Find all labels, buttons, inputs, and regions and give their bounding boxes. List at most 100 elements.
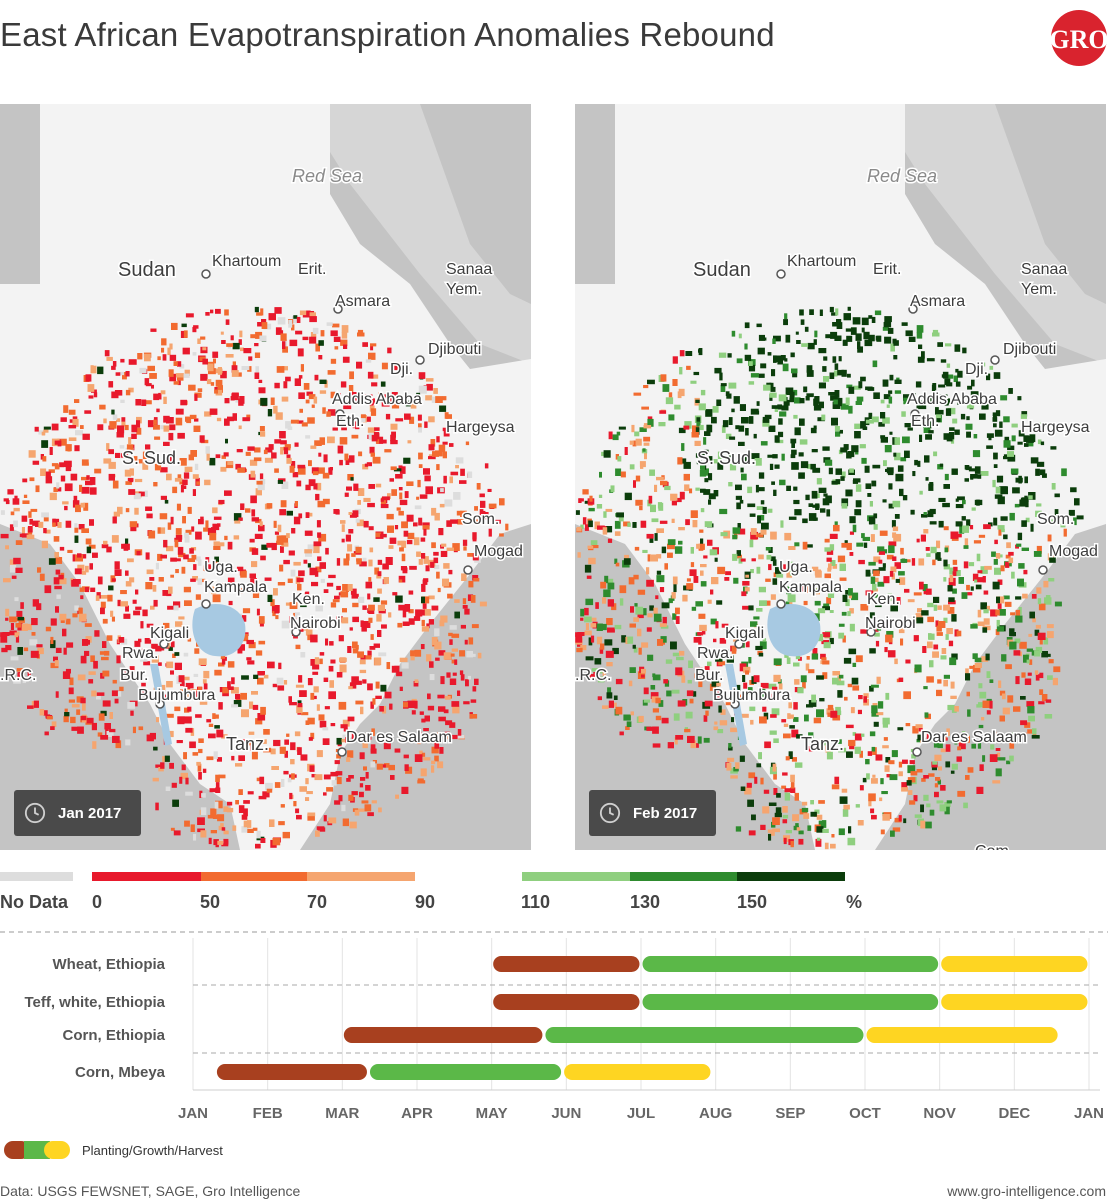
stage-bar-growth[interactable]	[642, 956, 939, 972]
stage-bar-growth[interactable]	[369, 1064, 562, 1080]
date-badge[interactable]: Jan 2017	[14, 790, 141, 836]
anomaly-pixel	[203, 527, 209, 532]
anomaly-pixel	[856, 396, 864, 402]
anomaly-pixel	[794, 397, 801, 404]
stage-bar-harvest[interactable]	[941, 994, 1088, 1010]
legend-no-data-label: No Data	[0, 892, 69, 912]
stage-bar-planting[interactable]	[493, 956, 640, 972]
anomaly-pixel	[276, 535, 283, 542]
anomaly-pixel	[200, 830, 207, 838]
anomaly-pixel	[48, 469, 55, 473]
anomaly-pixel	[449, 625, 457, 630]
anomaly-pixel	[158, 767, 164, 772]
anomaly-pixel	[198, 658, 207, 666]
anomaly-pixel	[273, 520, 277, 528]
anomaly-pixel	[832, 356, 837, 363]
anomaly-pixel	[706, 424, 713, 433]
anomaly-pixel	[5, 500, 10, 505]
anomaly-pixel	[693, 371, 700, 376]
anomaly-pixel	[599, 471, 602, 478]
map-label: Nairobi	[865, 615, 916, 632]
stage-bar-harvest[interactable]	[564, 1064, 711, 1080]
anomaly-pixel	[10, 656, 19, 661]
anomaly-pixel	[298, 513, 303, 519]
anomaly-pixel	[624, 492, 632, 501]
anomaly-pixel	[254, 533, 263, 539]
anomaly-pixel	[838, 674, 844, 679]
anomaly-pixel	[872, 464, 881, 469]
anomaly-pixel	[815, 570, 822, 578]
anomaly-pixel	[756, 566, 761, 574]
anomaly-pixel	[771, 369, 776, 377]
anomaly-pixel	[693, 637, 700, 643]
anomaly-pixel	[851, 677, 859, 685]
anomaly-pixel	[162, 590, 170, 596]
anomaly-pixel	[92, 552, 98, 558]
city-marker	[866, 627, 876, 637]
anomaly-pixel	[55, 606, 59, 613]
stage-bar-harvest[interactable]	[941, 956, 1088, 972]
anomaly-pixel	[703, 489, 711, 495]
anomaly-pixel	[180, 681, 185, 687]
anomaly-pixel	[750, 373, 759, 378]
anomaly-pixel	[214, 714, 219, 719]
stage-bar-growth[interactable]	[545, 1027, 864, 1043]
anomaly-pixel	[982, 576, 986, 583]
anomaly-pixel	[369, 646, 376, 650]
anomaly-pixel	[294, 501, 298, 507]
anomaly-pixel	[954, 344, 961, 352]
anomaly-pixel	[177, 546, 184, 555]
stage-bar-planting[interactable]	[216, 1064, 367, 1080]
anomaly-pixel	[699, 469, 707, 477]
anomaly-pixel	[363, 621, 371, 628]
map-jan-2017[interactable]: Red Sea Sudan Khartoum Erit. Asmara Sanaa Yem.…	[0, 104, 531, 850]
anomaly-pixel	[983, 618, 990, 625]
anomaly-pixel	[175, 373, 184, 378]
anomaly-pixel	[1025, 517, 1030, 523]
anomaly-pixel	[876, 712, 884, 716]
city-marker	[776, 269, 786, 279]
anomaly-pixel	[487, 488, 492, 492]
stage-bar-harvest[interactable]	[866, 1027, 1058, 1043]
stage-bar-growth[interactable]	[642, 994, 939, 1010]
anomaly-pixel	[673, 584, 677, 593]
anomaly-pixel	[289, 465, 295, 473]
stage-bar-planting[interactable]	[343, 1027, 543, 1043]
anomaly-pixel	[327, 370, 336, 375]
anomaly-pixel	[847, 373, 851, 378]
anomaly-pixel	[606, 692, 613, 699]
anomaly-pixel	[197, 686, 202, 691]
anomaly-pixel	[923, 794, 929, 801]
anomaly-pixel	[762, 416, 770, 423]
anomaly-pixel	[416, 496, 420, 500]
anomaly-pixel	[81, 476, 89, 481]
anomaly-pixel	[999, 421, 1003, 428]
anomaly-pixel	[370, 634, 374, 640]
map-feb-2017[interactable]: Red Sea Sudan Khartoum Erit. Asmara Sanaa Yem.…	[575, 104, 1106, 850]
anomaly-pixel	[460, 674, 465, 681]
anomaly-pixel	[207, 814, 214, 819]
anomaly-pixel	[207, 363, 214, 372]
anomaly-pixel	[898, 771, 903, 777]
anomaly-pixel	[275, 327, 282, 335]
anomaly-pixel	[1031, 735, 1040, 739]
anomaly-pixel	[858, 381, 863, 389]
anomaly-pixel	[370, 345, 374, 351]
anomaly-pixel	[255, 331, 263, 339]
anomaly-pixel	[203, 683, 208, 690]
anomaly-pixel	[902, 495, 908, 501]
anomaly-pixel	[41, 512, 49, 518]
anomaly-pixel	[133, 456, 138, 463]
anomaly-pixel	[274, 307, 282, 314]
anomaly-pixel	[10, 511, 15, 516]
anomaly-pixel	[677, 457, 683, 465]
stage-bar-planting[interactable]	[493, 994, 640, 1010]
map-label: Kampala	[779, 579, 842, 596]
anomaly-pixel	[619, 585, 627, 594]
anomaly-pixel	[247, 660, 255, 665]
anomaly-pixel	[343, 558, 350, 566]
date-badge[interactable]: Feb 2017	[589, 790, 716, 836]
anomaly-pixel	[211, 586, 217, 595]
map-label: Djibouti	[428, 341, 481, 358]
